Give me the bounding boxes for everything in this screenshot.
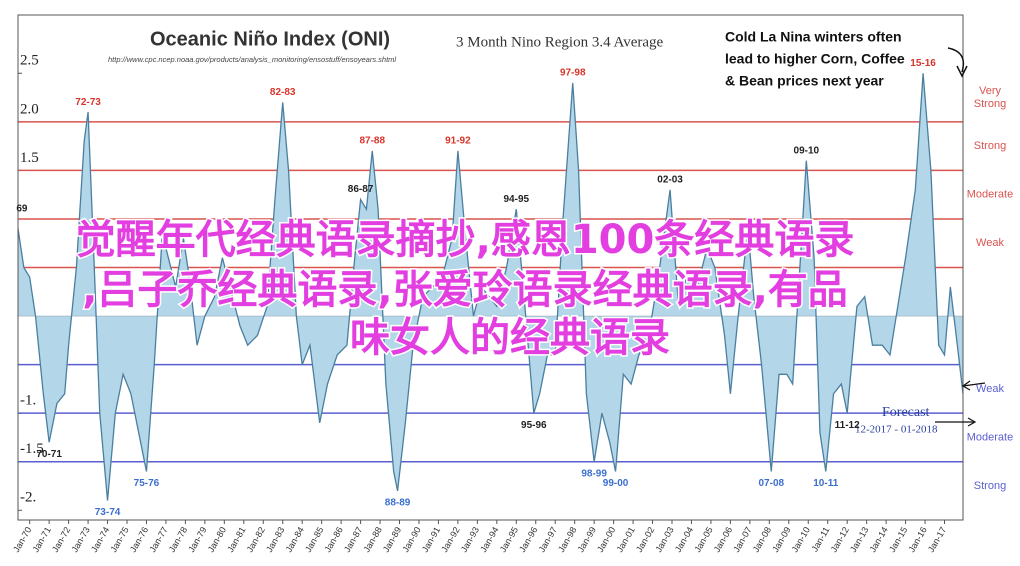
peak-label: 75-76 — [134, 478, 160, 489]
note-line: lead to higher Corn, Coffee — [725, 51, 905, 67]
band-label: Moderate — [967, 431, 1013, 443]
chart-subtitle: 3 Month Nino Region 3.4 Average — [456, 34, 664, 50]
peak-label: 72-73 — [75, 97, 101, 108]
y-tick-label: 2.5 — [20, 53, 39, 69]
note-arrowhead — [956, 65, 968, 78]
peak-label: 15-16 — [910, 58, 936, 69]
peak-label: 02-03 — [657, 174, 683, 185]
peak-label: 73-74 — [95, 507, 121, 518]
peak-label: 10-11 — [813, 478, 838, 489]
peak-label: 69 — [16, 204, 28, 215]
plot-area — [17, 72, 964, 524]
band-label: Weak — [976, 237, 1004, 249]
note-line: & Bean prices next year — [725, 73, 884, 89]
peak-label: 70-71 — [36, 449, 62, 460]
chart-title: Oceanic Niño Index (ONI) — [150, 28, 390, 50]
peak-label: 07-08 — [758, 478, 784, 489]
note-arrow — [947, 47, 965, 73]
peak-label: 87-88 — [359, 136, 385, 147]
forecast-arrow — [935, 417, 977, 427]
band-label: Weak — [976, 383, 1004, 395]
peak-label: 91-92 — [445, 136, 471, 147]
y-tick-label: -1. — [20, 393, 36, 409]
peak-label: 99-00 — [603, 478, 629, 489]
forecast-arrow — [961, 380, 986, 391]
peak-label: 88-89 — [385, 498, 411, 509]
source-url: http://www.cpc.ncep.noaa.gov/products/an… — [108, 55, 396, 64]
peak-label: 98-99 — [581, 468, 607, 479]
y-tick-label: 2.0 — [20, 101, 39, 117]
forecast-label: Forecast — [882, 405, 930, 420]
band-label: Moderate — [967, 189, 1013, 201]
peak-label: 86-87 — [348, 184, 374, 195]
band-label: Very Strong — [974, 85, 1006, 110]
forecast-period: 12-2017 - 01-2018 — [855, 424, 938, 436]
overlay-line: 觉醒年代经典语录摘抄,感恩100条经典语录 — [76, 217, 855, 263]
y-tick-label: -2. — [20, 490, 36, 506]
peak-label: 97-98 — [560, 68, 586, 79]
band-label: Strong — [974, 480, 1006, 492]
peak-label: 82-83 — [270, 87, 296, 98]
y-tick-label: -1.5 — [20, 441, 44, 457]
note-line: Cold La Nina winters often — [725, 29, 902, 45]
oni-line — [17, 73, 964, 501]
plot-frame — [17, 14, 964, 521]
peak-label: 11-12 — [835, 420, 860, 431]
overlay-title: 觉醒年代经典语录摘抄,感恩100条经典语录 ,吕子乔经典语录,张爱玲语录经典语录… — [74, 216, 856, 363]
peak-label: 95-96 — [521, 420, 547, 431]
overlay-line: 味女人的经典语录 — [350, 315, 670, 361]
y-tick-label: 1.5 — [20, 150, 39, 166]
peak-label: 94-95 — [504, 194, 530, 205]
band-label: Strong — [974, 140, 1006, 152]
peak-label: 09-10 — [794, 145, 820, 156]
overlay-line: ,吕子乔经典语录,张爱玲语录经典语录,有品 — [82, 267, 848, 313]
